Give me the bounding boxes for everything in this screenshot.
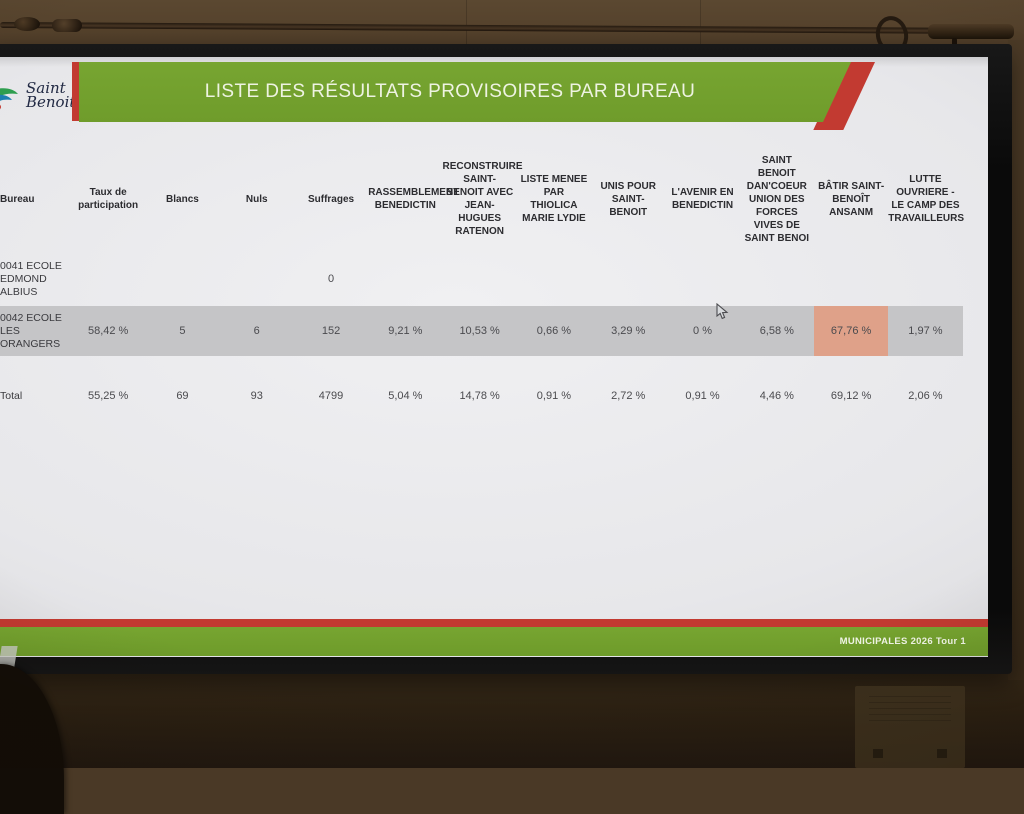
value-cell: 3,29 % [611, 325, 646, 337]
value-cell: 58,42 % [87, 325, 129, 337]
value-cell: 1,97 % [908, 325, 943, 337]
table-row-bureau-0041: 0041 ECOLE EDMOND ALBIUS 0 [0, 252, 963, 306]
wall-notice-mark [937, 749, 947, 758]
wall-seam [700, 0, 701, 46]
rod-finial-icon [52, 19, 82, 32]
value-cell: 0 [327, 273, 335, 285]
banner-accent-left [72, 62, 79, 121]
column-header: Blancs [166, 193, 199, 205]
column-header: Nuls [245, 193, 268, 205]
footer-bar: MUNICIPALES 2026 Tour 1 [0, 627, 988, 656]
wall-notice [855, 686, 965, 768]
bureau-cell: 0042 ECOLE LES ORANGERS [0, 311, 62, 350]
value-cell: 55,25 % [87, 390, 129, 402]
column-header: LISTE MENEE PAR THIOLICA MARIE LYDIE [520, 174, 588, 224]
column-header: Taux de participation [78, 187, 139, 211]
value-cell: 152 [321, 325, 341, 337]
header-row: Bureau Taux de participation Blancs Nuls… [0, 146, 965, 252]
value-cell: 93 [250, 390, 263, 402]
column-header: UNIS POUR SAINT- BENOIT [600, 180, 656, 218]
value-cell: 0,91 % [536, 390, 572, 402]
column-header: L'AVENIR EN BENEDICTIN [671, 187, 734, 211]
value-cell: 2,72 % [611, 390, 646, 402]
footer-red-stripe [0, 619, 988, 627]
results-table: Bureau Taux de participation Blancs Nuls… [0, 146, 965, 416]
wall-bottom [0, 670, 1024, 768]
page-title: LISTE DES RÉSULTATS PROVISOIRES PAR BURE… [204, 81, 696, 102]
logo-line2: Benoit [26, 93, 76, 111]
value-cell [888, 252, 962, 306]
value-cell [740, 252, 814, 306]
logo-text: Saint Benoit [26, 79, 76, 111]
value-cell: 5 [179, 325, 186, 337]
value-cell: 0,91 % [685, 390, 720, 402]
value-cell: 14,78 % [459, 390, 500, 402]
value-cell [814, 252, 888, 306]
bureau-cell: 0041 ECOLE EDMOND ALBIUS [0, 259, 62, 298]
value-cell: 0 % [693, 325, 712, 337]
total-label-cell: Total [0, 389, 23, 402]
value-cell: 5,04 % [388, 390, 423, 402]
value-cell [220, 252, 294, 306]
value-cell: 4799 [318, 390, 344, 402]
value-cell [145, 252, 219, 306]
mouse-cursor-icon [716, 303, 729, 320]
column-header: SAINT BENOIT DAN'COEUR UNION DES FORCES … [744, 154, 810, 244]
winner-highlight-cell: 67,76 % [813, 306, 889, 356]
column-header: RECONSTRUIRE SAINT- BENOIT AVEC JEAN- HU… [442, 161, 523, 237]
value-cell: 2,06 % [908, 390, 943, 402]
value-cell [368, 252, 442, 306]
column-header: BÂTIR SAINT- BENOÎT ANSANM [818, 180, 885, 218]
rod-finial-icon [14, 17, 40, 31]
value-cell [665, 252, 739, 306]
table-row-bureau-0042-highlighted: 0042 ECOLE LES ORANGERS 58,42 % 5 6 152 … [0, 306, 963, 356]
wall-notice-mark [873, 749, 883, 758]
value-cell: 4,46 % [759, 390, 794, 402]
column-header: LUTTE OUVRIERE - LE CAMP DES TRAVAILLEUR… [888, 174, 965, 224]
footer-label: MUNICIPALES 2026 Tour 1 [839, 636, 966, 647]
saint-benoit-logo-icon [0, 88, 18, 110]
tv-frame: Saint Benoit LISTE DES RÉSULTATS PROVISO… [0, 44, 1012, 674]
city-logo: Saint Benoit [0, 81, 75, 115]
value-cell: 6,58 % [759, 325, 794, 337]
tv-screen: Saint Benoit LISTE DES RÉSULTATS PROVISO… [0, 57, 988, 657]
value-cell: 10,53 % [459, 325, 500, 337]
value-cell [517, 252, 591, 306]
value-cell: 9,21 % [388, 325, 423, 337]
value-cell: 0,66 % [536, 325, 572, 337]
column-header: Suffrages [307, 193, 355, 205]
value-cell: 69 [176, 390, 189, 402]
wall-right [1008, 40, 1024, 680]
column-header: RASSEMBLEMENT BENEDICTIN [368, 187, 460, 211]
column-header-bureau: Bureau [0, 193, 35, 205]
value-cell [591, 252, 665, 306]
value-cell: 69,12 % [830, 390, 872, 402]
logo-line1: Saint [26, 79, 66, 97]
wall-notice-text-lines [869, 696, 951, 726]
value-cell [442, 252, 516, 306]
value-cell: 6 [253, 325, 260, 337]
rod-bracket [928, 24, 1014, 39]
wall-seam [466, 0, 467, 46]
table-row-total: Total 55,25 % 69 93 4799 5,04 % 14,78 % … [0, 376, 963, 416]
title-banner: LISTE DES RÉSULTATS PROVISOIRES PAR BURE… [79, 62, 851, 122]
value-cell [71, 252, 145, 306]
